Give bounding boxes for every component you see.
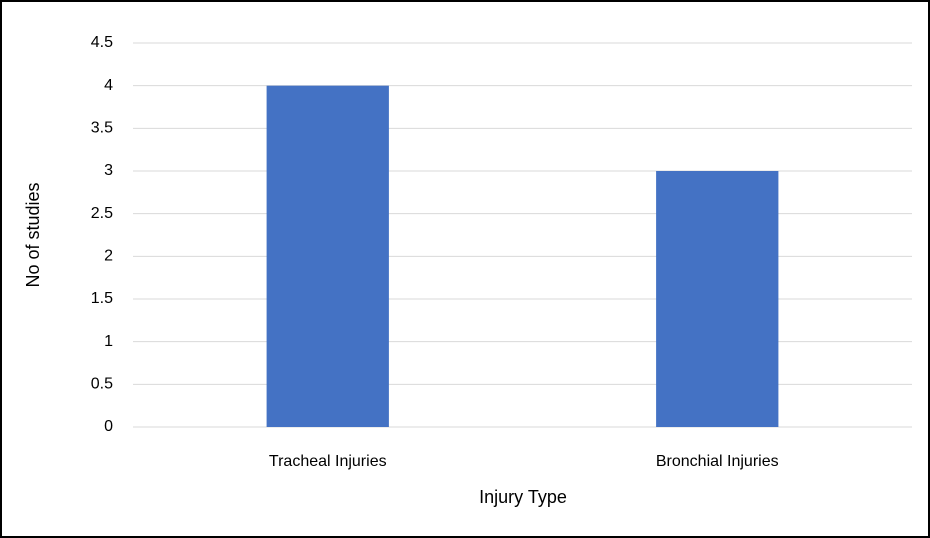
bar — [656, 171, 779, 427]
y-tick-label: 0.5 — [91, 376, 113, 393]
y-tick-label: 1.5 — [91, 290, 113, 307]
x-tick-label: Tracheal Injuries — [269, 453, 387, 470]
y-tick-label: 4.5 — [91, 34, 113, 51]
x-axis-title: Injury Type — [479, 487, 567, 507]
y-tick-label: 0 — [104, 418, 113, 435]
y-tick-label: 2.5 — [91, 205, 113, 222]
y-tick-label: 3.5 — [91, 120, 113, 137]
y-tick-label: 4 — [104, 77, 113, 94]
y-tick-label: 3 — [104, 162, 113, 179]
y-tick-label: 1 — [104, 333, 113, 350]
bar — [266, 85, 389, 428]
y-tick-label: 2 — [104, 248, 113, 265]
y-axis-title: No of studies — [23, 182, 43, 287]
x-tick-label: Bronchial Injuries — [656, 453, 779, 470]
